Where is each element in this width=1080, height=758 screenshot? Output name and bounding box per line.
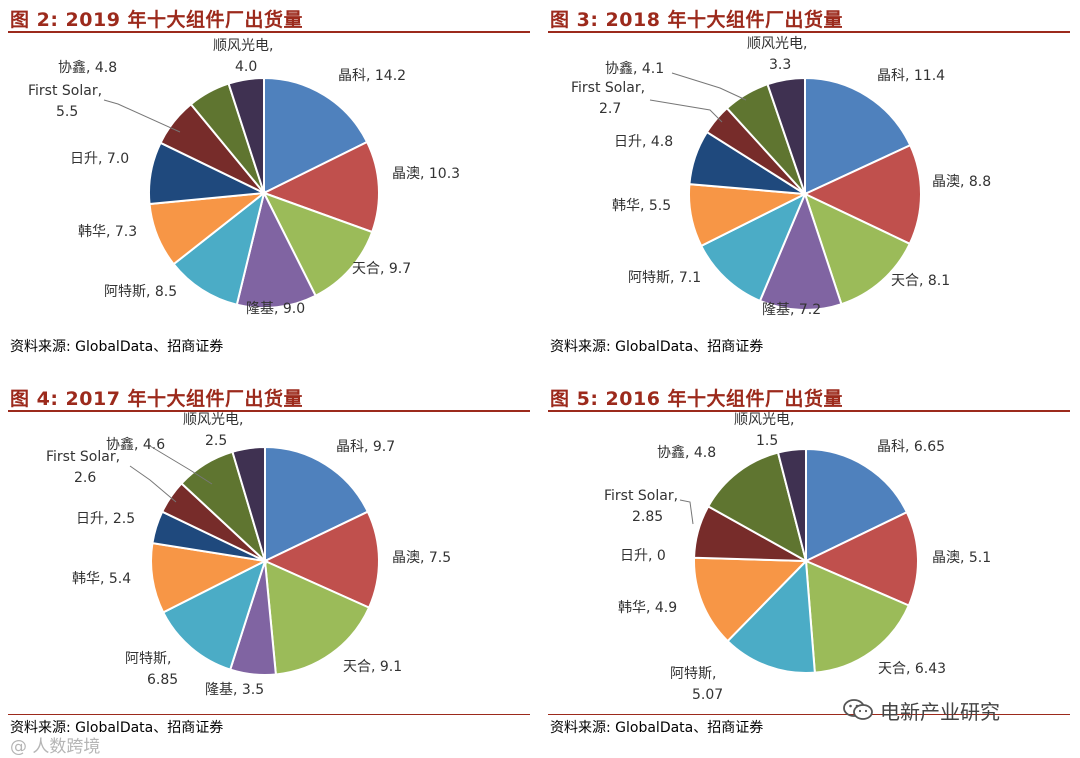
pie-slice — [804, 76, 912, 196]
slice-label: 协鑫, 4.8 — [657, 444, 716, 461]
slice-label: 阿特斯, 8.5 — [104, 284, 177, 300]
chart-source: 资料来源: GlobalData、招商证券 — [550, 339, 764, 355]
slice-label: 阿特斯, 6.85 — [125, 651, 178, 688]
wechat-icon — [843, 699, 873, 720]
pie-slice — [263, 76, 369, 195]
slice-label: 晶澳, 8.8 — [932, 174, 991, 190]
pie-slice — [261, 140, 380, 234]
title-rule — [548, 31, 1070, 33]
slice-label: 天合, 6.43 — [878, 661, 946, 677]
chart-panel-2019: 图 2: 2019 年十大组件厂出货量 晶科, 14.2 晶澳, 10.3 天合, … — [0, 0, 540, 379]
slice-label: 顺风光电, 2.5 — [183, 412, 243, 449]
slice-label: 顺风光电, 1.5 — [734, 412, 794, 449]
source-rule — [548, 714, 1070, 715]
slice-label: 协鑫, 4.1 — [605, 60, 664, 77]
slice-label: 协鑫, 4.6 — [106, 436, 165, 453]
pie-slice — [758, 191, 843, 311]
slice-label: 韩华, 4.9 — [618, 600, 677, 616]
slice-label: 隆基, 3.5 — [205, 681, 264, 698]
pie-slice — [235, 190, 317, 309]
pie-slice — [706, 451, 808, 564]
title-rule — [8, 410, 530, 412]
pie-slice — [150, 541, 269, 614]
pie-slice — [172, 190, 266, 306]
watermark-text: 电新产业研究 — [880, 700, 1000, 724]
chart-title: 图 3: 2018 年十大组件厂出货量 — [550, 9, 844, 31]
leader-line — [129, 465, 177, 503]
chart-title: 图 4: 2017 年十大组件厂出货量 — [10, 388, 304, 410]
leader-line — [671, 72, 747, 101]
slice-label: 隆基, 9.0 — [246, 300, 305, 317]
slice-label: 隆基, 7.2 — [762, 301, 821, 318]
pie-slice — [261, 191, 374, 298]
slice-label: 韩华, 7.3 — [78, 224, 137, 240]
chart-source: 资料来源: GlobalData、招商证券 — [550, 720, 764, 736]
pie-slice — [264, 445, 370, 563]
pie-slice — [803, 192, 912, 306]
pie-slice — [263, 559, 371, 676]
pie-chart-2018: 晶科, 11.4 晶澳, 8.8 天合, 8.1 隆基, 7.2 阿特斯, 7.1 韩华,… — [571, 36, 991, 318]
slice-label: 韩华, 5.4 — [72, 571, 131, 587]
pie-slice — [766, 76, 806, 195]
title-rule — [8, 31, 530, 33]
chart-panel-2016: 图 5: 2016 年十大组件厂出货量 晶科, 6.65 晶澳, 5.1 天合, 6… — [540, 379, 1080, 758]
slice-label: 晶科, 11.4 — [877, 68, 945, 84]
slice-label: First Solar, 5.5 — [28, 83, 102, 120]
pie-slice — [231, 445, 266, 562]
slice-label: 阿特斯, 7.1 — [628, 270, 701, 286]
source-rule — [8, 714, 530, 715]
slice-label: 协鑫, 4.8 — [58, 59, 117, 76]
pie-slice — [802, 143, 922, 246]
slice-label: 阿特斯, 5.07 — [670, 666, 723, 703]
pie-slice — [693, 556, 809, 643]
slice-label: 顺风光电, 3.3 — [747, 36, 807, 73]
leader-line — [103, 99, 181, 133]
leader-line — [679, 499, 694, 525]
slice-label: 日升, 7.0 — [70, 151, 129, 167]
slice-label: 晶科, 14.2 — [338, 68, 406, 84]
slice-label: 晶科, 6.65 — [877, 439, 945, 455]
slice-label: 晶澳, 5.1 — [932, 550, 991, 566]
chart-panel-2017: 图 4: 2017 年十大组件厂出货量 晶科, 9.7 晶澳, 7.5 天合, 9.… — [0, 379, 540, 758]
slice-label: 日升, 2.5 — [76, 511, 135, 527]
slice-label: 天合, 8.1 — [891, 273, 950, 289]
pie-chart-2016: 晶科, 6.65 晶澳, 5.1 天合, 6.43 阿特斯, 5.07 韩华, 4.9 日升… — [604, 412, 991, 703]
pie-slice — [803, 510, 919, 607]
slice-label: 日升, 0 — [620, 548, 666, 564]
slice-label: 晶澳, 7.5 — [392, 550, 451, 566]
pie-slice — [805, 447, 909, 563]
chart-source: 资料来源: GlobalData、招商证券 — [10, 339, 224, 355]
pie-slice — [699, 191, 807, 303]
slice-label: 晶澳, 10.3 — [392, 166, 460, 182]
slice-label: First Solar, 2.6 — [46, 449, 120, 486]
pie-slice — [726, 558, 816, 675]
pie-slice — [804, 559, 911, 674]
slice-label: First Solar, 2.85 — [604, 488, 678, 525]
pie-slice — [776, 447, 807, 562]
slice-label: First Solar, 2.7 — [571, 80, 645, 117]
overlay-watermark: @ 人数跨境 — [10, 737, 101, 757]
chart-title: 图 5: 2016 年十大组件厂出货量 — [550, 388, 844, 410]
slice-label: 天合, 9.1 — [343, 659, 402, 675]
pie-chart-2017: 晶科, 9.7 晶澳, 7.5 天合, 9.1 隆基, 3.5 阿特斯, 6.85 韩华, … — [46, 412, 451, 698]
chart-title: 图 2: 2019 年十大组件厂出货量 — [10, 9, 304, 31]
leader-line — [649, 99, 723, 123]
chart-panel-2018: 图 3: 2018 年十大组件厂出货量 晶科, 11.4 晶澳, 8.8 天合, 8… — [540, 0, 1080, 379]
slice-label: 晶科, 9.7 — [336, 439, 395, 455]
slice-label: 日升, 4.8 — [614, 134, 673, 150]
pie-slice — [227, 76, 265, 194]
slice-label: 天合, 9.7 — [352, 261, 411, 277]
title-rule — [548, 410, 1070, 412]
slice-label: 顺风光电, 4.0 — [213, 38, 273, 75]
pie-chart-2019: 晶科, 14.2 晶澳, 10.3 天合, 9.7 隆基, 9.0 阿特斯, 8.5 韩华… — [28, 38, 460, 317]
pie-slice — [161, 559, 267, 671]
chart-source: 资料来源: GlobalData、招商证券 — [10, 720, 224, 736]
leader-line — [149, 445, 213, 485]
pie-slice — [262, 510, 380, 609]
slice-label: 韩华, 5.5 — [612, 198, 671, 214]
